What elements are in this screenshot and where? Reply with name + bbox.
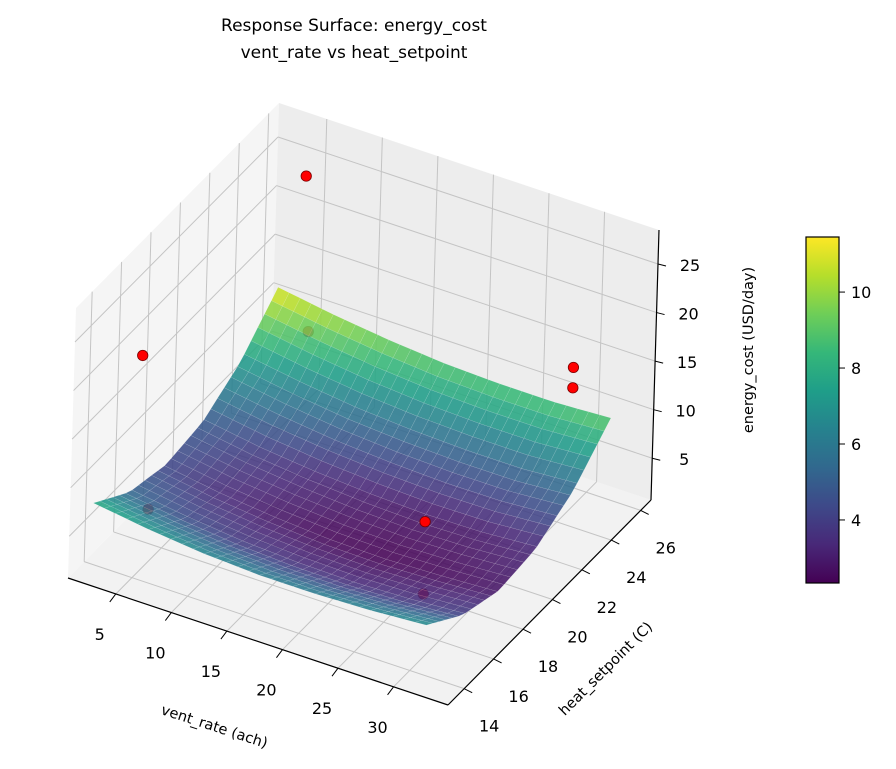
data-point [137,349,149,362]
gridline-y [230,143,240,414]
gridline-z [70,282,275,489]
colorbar-tick-label: 8 [851,359,861,378]
z-tick-mark [652,457,661,461]
x-tick-label: 10 [145,644,165,663]
y-tick-mark [640,509,649,515]
gridline-y [84,561,465,690]
y-tick-label: 18 [538,657,558,676]
x-tick-mark [331,667,339,677]
surface-patch [414,620,434,626]
z-axis-label: energy_cost (USD/day) [741,267,757,433]
gridline-y [171,202,181,473]
gridline-y [83,291,93,562]
y-tick-mark [493,658,502,664]
z-axis-line [650,229,660,501]
surface-patch [532,522,551,537]
z-tick-mark [653,409,662,413]
y-tick-mark [463,688,473,694]
y-tick-label: 22 [597,598,617,617]
left-wall-pane [68,103,279,578]
gridline-z [274,233,656,362]
gridline-z [74,136,279,343]
gridline-y [113,261,123,532]
colorbar-gradient [805,236,840,584]
colorbar-tick-label: 10 [851,283,871,302]
x-tick-label: 5 [95,625,105,644]
data-point [567,382,579,394]
gridline-z [277,136,659,265]
x-tick-mark [220,630,228,640]
x-axis-line [67,577,449,706]
colorbar: 4 6 8 10 [805,236,871,584]
y-tick-mark [552,599,561,604]
z-tick-label: 25 [680,256,700,275]
z-tick-label: 20 [678,305,698,324]
points-above-surface [137,170,580,528]
y-tick-label: 20 [567,628,587,647]
data-point [567,361,580,374]
colorbar-tick-label: 6 [851,435,861,454]
y-tick-label: 24 [626,568,646,587]
y-tick-mark [611,539,620,545]
z-tick-mark [656,312,665,316]
y-axis-line [447,499,652,706]
surface-patch [552,492,571,506]
gridline-y [142,232,152,503]
z-tick-label: 15 [677,353,697,372]
y-tick-label: 26 [656,538,676,557]
chart-subtitle: vent_rate vs heat_setpoint [241,43,468,63]
gridline-z [71,233,276,440]
gridline-y [201,172,211,443]
x-tick-mark [109,593,117,603]
y-tick-mark [522,628,532,634]
z-tick-label: 5 [679,450,689,469]
x-tick-label: 20 [256,681,276,700]
data-point [300,170,312,182]
gridline-z [273,282,654,411]
y-tick-mark [581,569,591,575]
gridline-y [113,531,494,660]
y-tick-label: 16 [508,687,528,706]
x-tick-mark [387,686,394,696]
z-tick-mark [657,263,667,267]
gridline-z [276,185,657,314]
surface-patch [525,533,545,547]
x-tick-label: 25 [312,699,332,718]
z-tick-label: 10 [675,402,695,421]
axes: 5 10 15 20 25 30 14 16 18 20 22 24 26 5 10 15 20 25 [67,229,700,737]
y-tick-label: 14 [479,717,499,736]
response-surface [92,286,612,626]
surface-patch [420,618,441,624]
z-tick-mark [654,360,664,364]
chart-title: Response Surface: energy_cost [221,16,487,36]
x-axis-label: vent_rate (ach) [159,702,270,752]
x-tick-label: 15 [201,662,221,681]
x-tick-mark [164,612,172,621]
data-point [419,516,431,528]
x-tick-mark [276,649,283,658]
x-tick-label: 30 [367,718,387,737]
colorbar-tick-label: 4 [851,511,861,530]
gridline-z [73,185,277,391]
